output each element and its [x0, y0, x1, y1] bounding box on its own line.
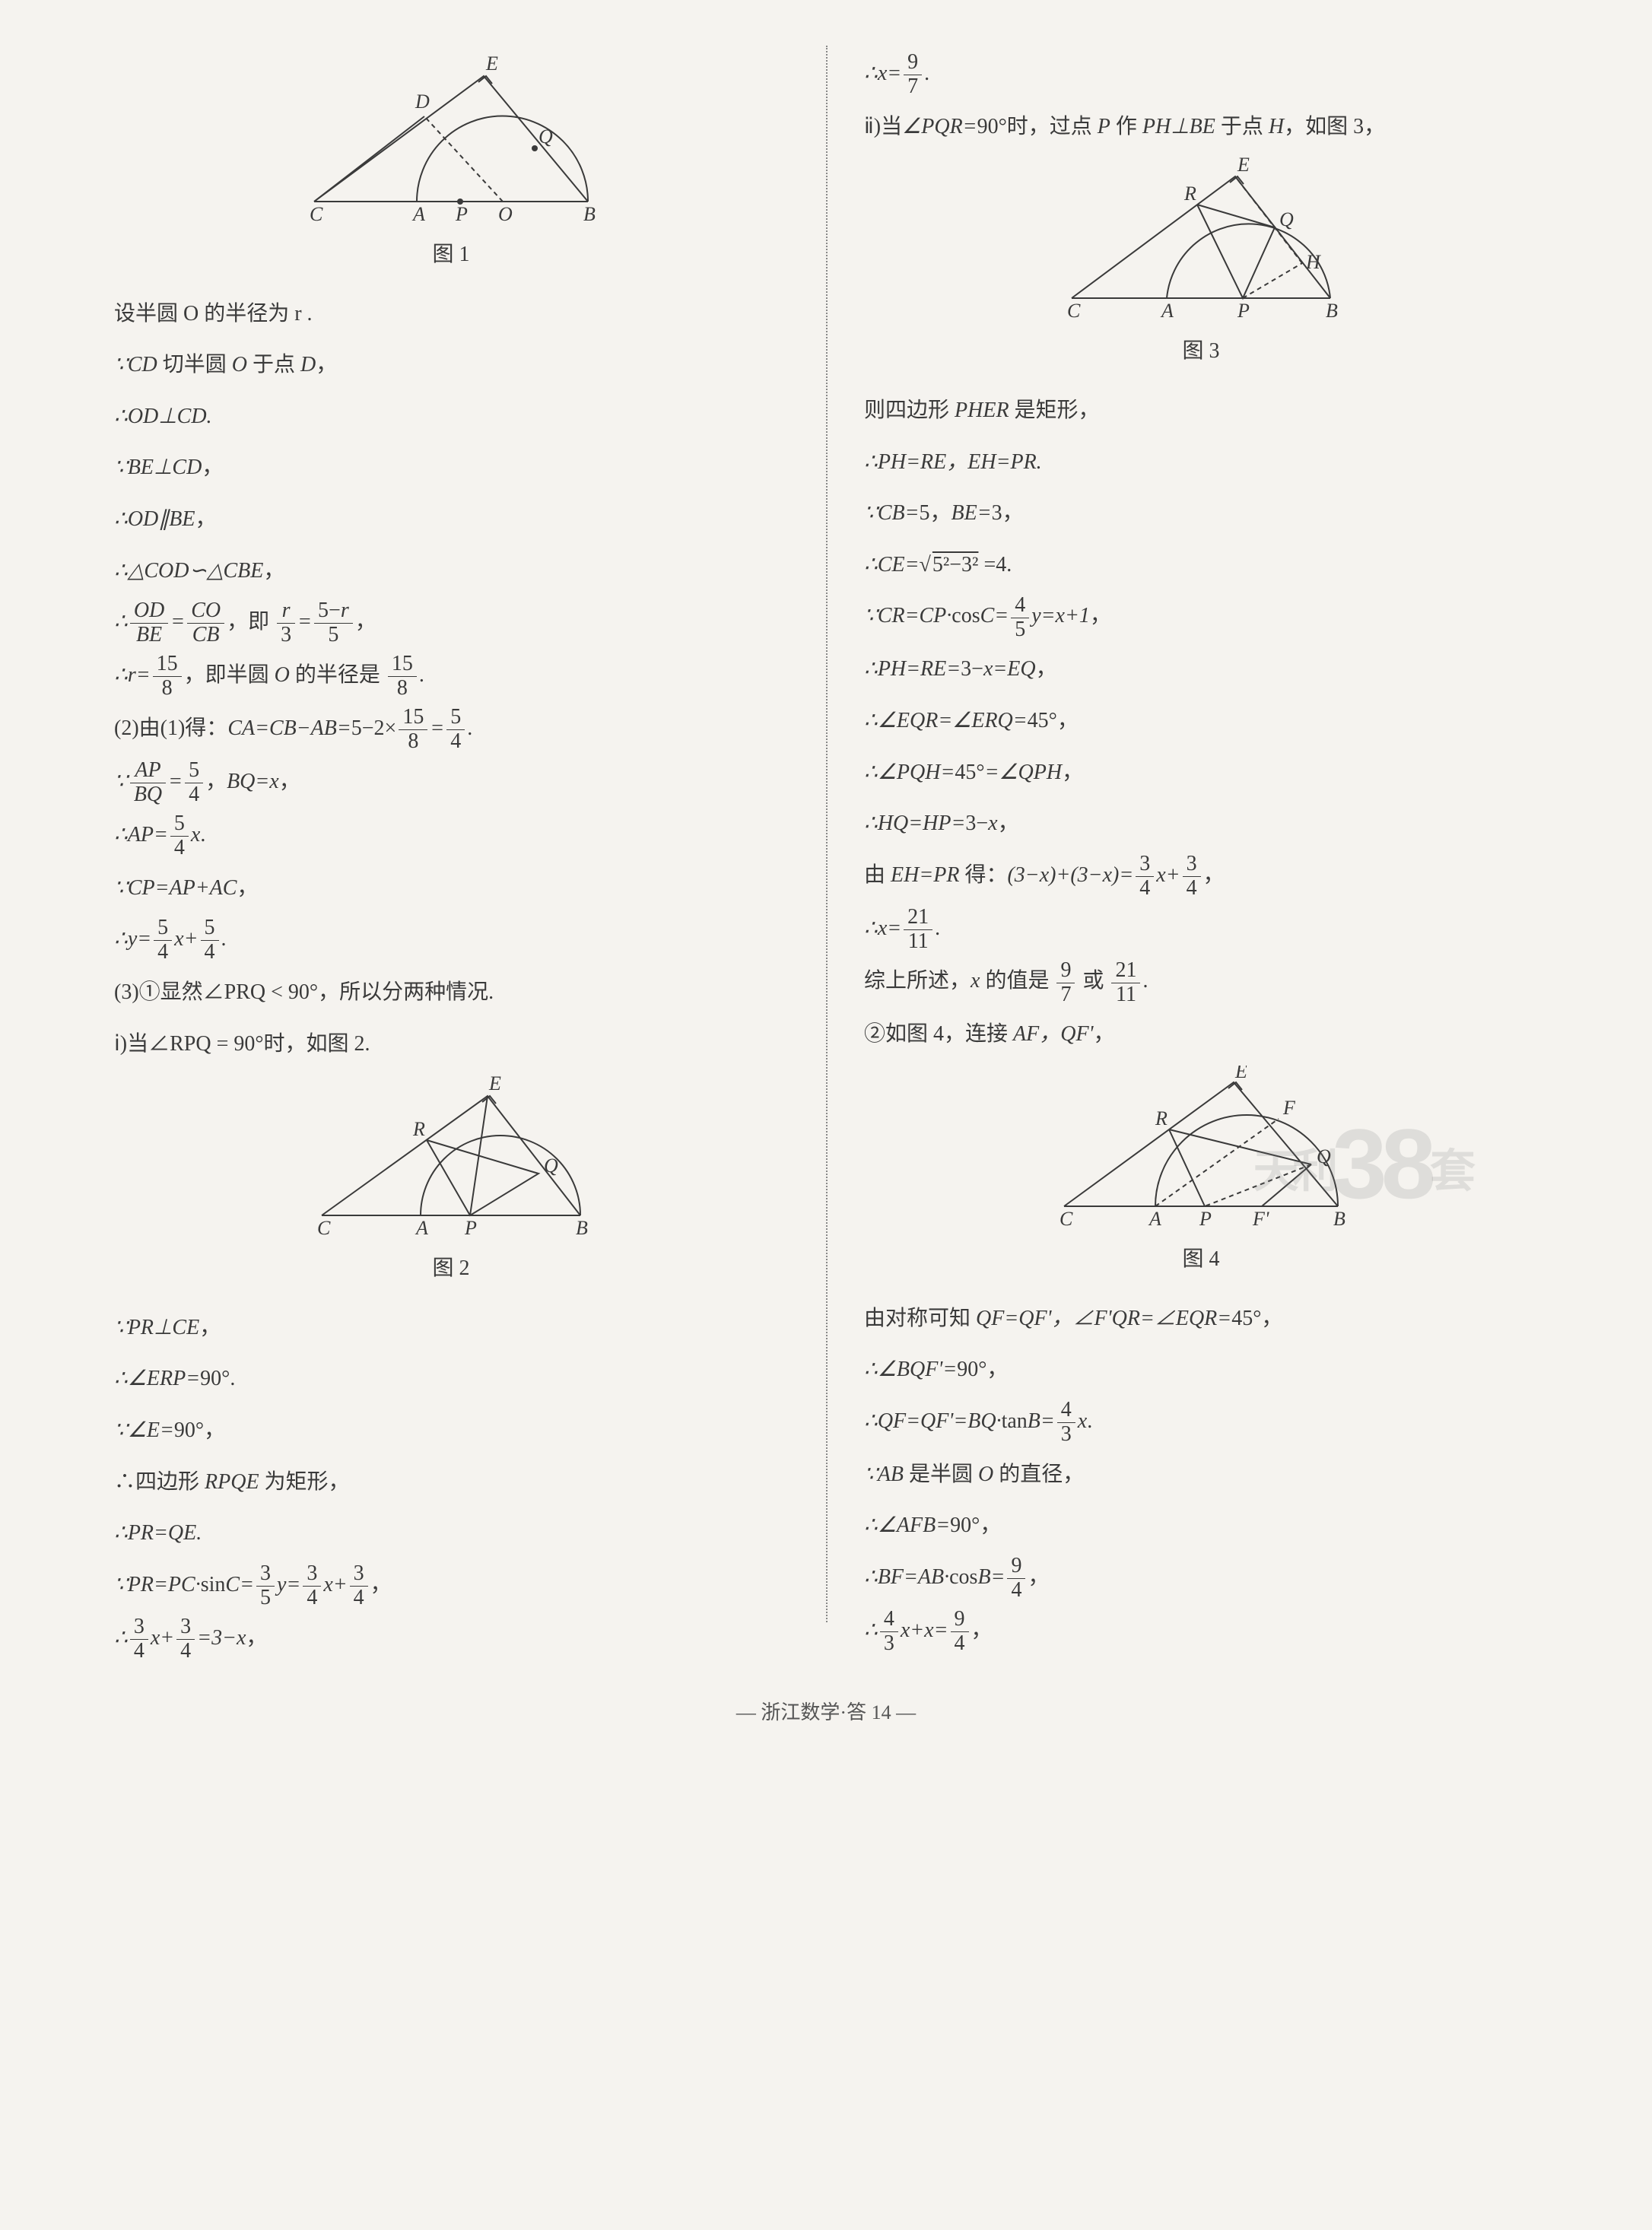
- text-line: ∴∠EQR=∠ERQ=45°，: [864, 697, 1538, 745]
- svg-text:P: P: [1199, 1208, 1212, 1230]
- svg-text:E: E: [488, 1075, 501, 1094]
- svg-text:B: B: [1333, 1208, 1345, 1230]
- svg-text:E: E: [485, 53, 498, 75]
- text-line: ∴43x+x=94，: [864, 1607, 1538, 1656]
- svg-text:C: C: [317, 1217, 331, 1239]
- svg-text:A: A: [1148, 1208, 1161, 1230]
- svg-text:R: R: [1183, 183, 1196, 205]
- text-line: ∵AB 是半圆 O 的直径，: [864, 1451, 1538, 1498]
- text-line: 综上所述，x 的值是 97 或 2111.: [864, 958, 1538, 1006]
- text-line: ∴∠ERP=90°.: [114, 1355, 788, 1402]
- text-line: ∴ODBE=COCB，即 r3=5−r5，: [114, 599, 788, 647]
- figure-1-svg: C A P O B D E Q: [291, 53, 611, 228]
- figure-2-caption: 图 2: [114, 1245, 788, 1292]
- text-line: ∴CE=√5²−3² =4.: [864, 542, 1538, 589]
- text-line: ∴y=54x+54.: [114, 916, 788, 964]
- svg-text:R: R: [412, 1118, 425, 1140]
- text-line: ⅰ)当∠RPQ = 90°时，如图 2.: [114, 1021, 788, 1068]
- figure-3-caption: 图 3: [864, 328, 1538, 375]
- text-line: ∴OD⊥CD.: [114, 393, 788, 440]
- text-line: (3)①显然∠PRQ < 90°，所以分两种情况.: [114, 969, 788, 1016]
- svg-text:P: P: [464, 1217, 477, 1239]
- text-line: ∴∠BQF'=90°，: [864, 1346, 1538, 1393]
- figure-4-caption: 图 4: [864, 1236, 1538, 1283]
- figure-1: C A P O B D E Q 图 1: [114, 53, 788, 278]
- svg-text:F: F: [1282, 1097, 1296, 1119]
- text-line: ∴r=158，即半圆 O 的半径是 158.: [114, 652, 788, 700]
- svg-text:B: B: [1326, 300, 1338, 322]
- svg-text:R: R: [1155, 1107, 1168, 1129]
- text-line: ∵CP=AP+AC，: [114, 865, 788, 912]
- right-column: ∴x=97. ⅱ)当∠PQR=90°时，过点 P 作 PH⊥BE 于点 H，如图…: [826, 46, 1576, 1668]
- column-divider: [826, 46, 828, 1622]
- text-line: ∴BF=AB·cosB=94，: [864, 1554, 1538, 1603]
- text-line: ∵BE⊥CD，: [114, 444, 788, 491]
- figure-3: C A P B E R Q H 图 3: [864, 157, 1538, 375]
- text-line: ∴34x+34=3−x，: [114, 1615, 788, 1663]
- text-line: 由 EH=PR 得：(3−x)+(3−x)=34x+34，: [864, 852, 1538, 901]
- svg-text:H: H: [1305, 251, 1321, 273]
- text-line: ∴OD∥BE，: [114, 496, 788, 543]
- figure-2: C A P B E R Q 图 2: [114, 1075, 788, 1292]
- svg-text:C: C: [1060, 1208, 1073, 1230]
- text-line: ⅱ)当∠PQR=90°时，过点 P 作 PH⊥BE 于点 H，如图 3，: [864, 103, 1538, 151]
- text-line: ∴四边形 RPQE 为矩形，: [114, 1459, 788, 1506]
- svg-text:P: P: [1237, 300, 1250, 322]
- svg-text:A: A: [1160, 300, 1174, 322]
- text-line: ∵PR⊥CE，: [114, 1304, 788, 1352]
- text-line: ∵∠E=90°，: [114, 1407, 788, 1454]
- text-line: ∵APBQ=54，BQ=x，: [114, 758, 788, 807]
- text-line: ∴PH=RE=3−x=EQ，: [864, 646, 1538, 693]
- svg-text:Q: Q: [544, 1155, 558, 1177]
- text-line: ∴QF=QF'=BQ·tanB=43x.: [864, 1398, 1538, 1447]
- text-line: ∴△COD∽△CBE，: [114, 548, 788, 595]
- svg-text:B: B: [583, 203, 596, 225]
- text-line: 则四边形 PHER 是矩形，: [864, 387, 1538, 434]
- left-column: C A P O B D E Q 图 1 设半圆 O 的半径为 r . ∵CD 切…: [76, 46, 826, 1668]
- text-line: ∴AP=54x.: [114, 812, 788, 860]
- text-line: ∵CB=5，BE=3，: [864, 490, 1538, 537]
- figure-4: C A P F' B E R F Q 图 4: [864, 1066, 1538, 1283]
- svg-text:P: P: [455, 203, 468, 225]
- text-line: ∵PR=PC·sinC=35y=34x+34，: [114, 1561, 788, 1610]
- svg-text:B: B: [576, 1217, 588, 1239]
- page-footer: — 浙江数学·答 14 —: [76, 1691, 1576, 1734]
- text-line: ∴PR=QE.: [114, 1510, 788, 1557]
- svg-text:F': F': [1252, 1208, 1269, 1230]
- figure-1-caption: 图 1: [114, 231, 788, 278]
- figure-3-svg: C A P B E R Q H: [1049, 157, 1353, 325]
- text-line: ∴x=97.: [864, 50, 1538, 99]
- svg-text:Q: Q: [538, 125, 553, 148]
- svg-text:E: E: [1234, 1066, 1247, 1082]
- text-line: ②如图 4，连接 AF，QF'，: [864, 1011, 1538, 1058]
- text-line: ∴∠PQH=45°=∠QPH，: [864, 749, 1538, 796]
- figure-4-svg: C A P F' B E R F Q: [1041, 1066, 1361, 1233]
- text-line: ∵CD 切半圆 O 于点 D，: [114, 341, 788, 389]
- svg-text:O: O: [498, 203, 513, 225]
- text-line: (2)由(1)得：CA=CB−AB=5−2×158=54.: [114, 705, 788, 754]
- svg-text:E: E: [1237, 157, 1250, 176]
- text-line: 由对称可知 QF=QF'，∠F'QR=∠EQR=45°，: [864, 1295, 1538, 1342]
- page: C A P O B D E Q 图 1 设半圆 O 的半径为 r . ∵CD 切…: [76, 46, 1576, 1668]
- svg-text:C: C: [310, 203, 323, 225]
- figure-2-svg: C A P B E R Q: [299, 1075, 603, 1242]
- text-line: ∴PH=RE，EH=PR.: [864, 439, 1538, 486]
- svg-text:A: A: [411, 203, 425, 225]
- text-line: ∴∠AFB=90°，: [864, 1502, 1538, 1549]
- text-line: ∴HQ=HP=3−x，: [864, 800, 1538, 847]
- text-line: ∴x=2111.: [864, 905, 1538, 954]
- text-line: 设半圆 O 的半径为 r .: [114, 291, 788, 338]
- svg-text:D: D: [415, 91, 430, 113]
- svg-text:Q: Q: [1317, 1145, 1331, 1167]
- svg-text:Q: Q: [1279, 208, 1294, 230]
- svg-text:C: C: [1067, 300, 1081, 322]
- svg-text:A: A: [415, 1217, 428, 1239]
- text-line: ∵CR=CP·cosC=45y=x+1，: [864, 592, 1538, 641]
